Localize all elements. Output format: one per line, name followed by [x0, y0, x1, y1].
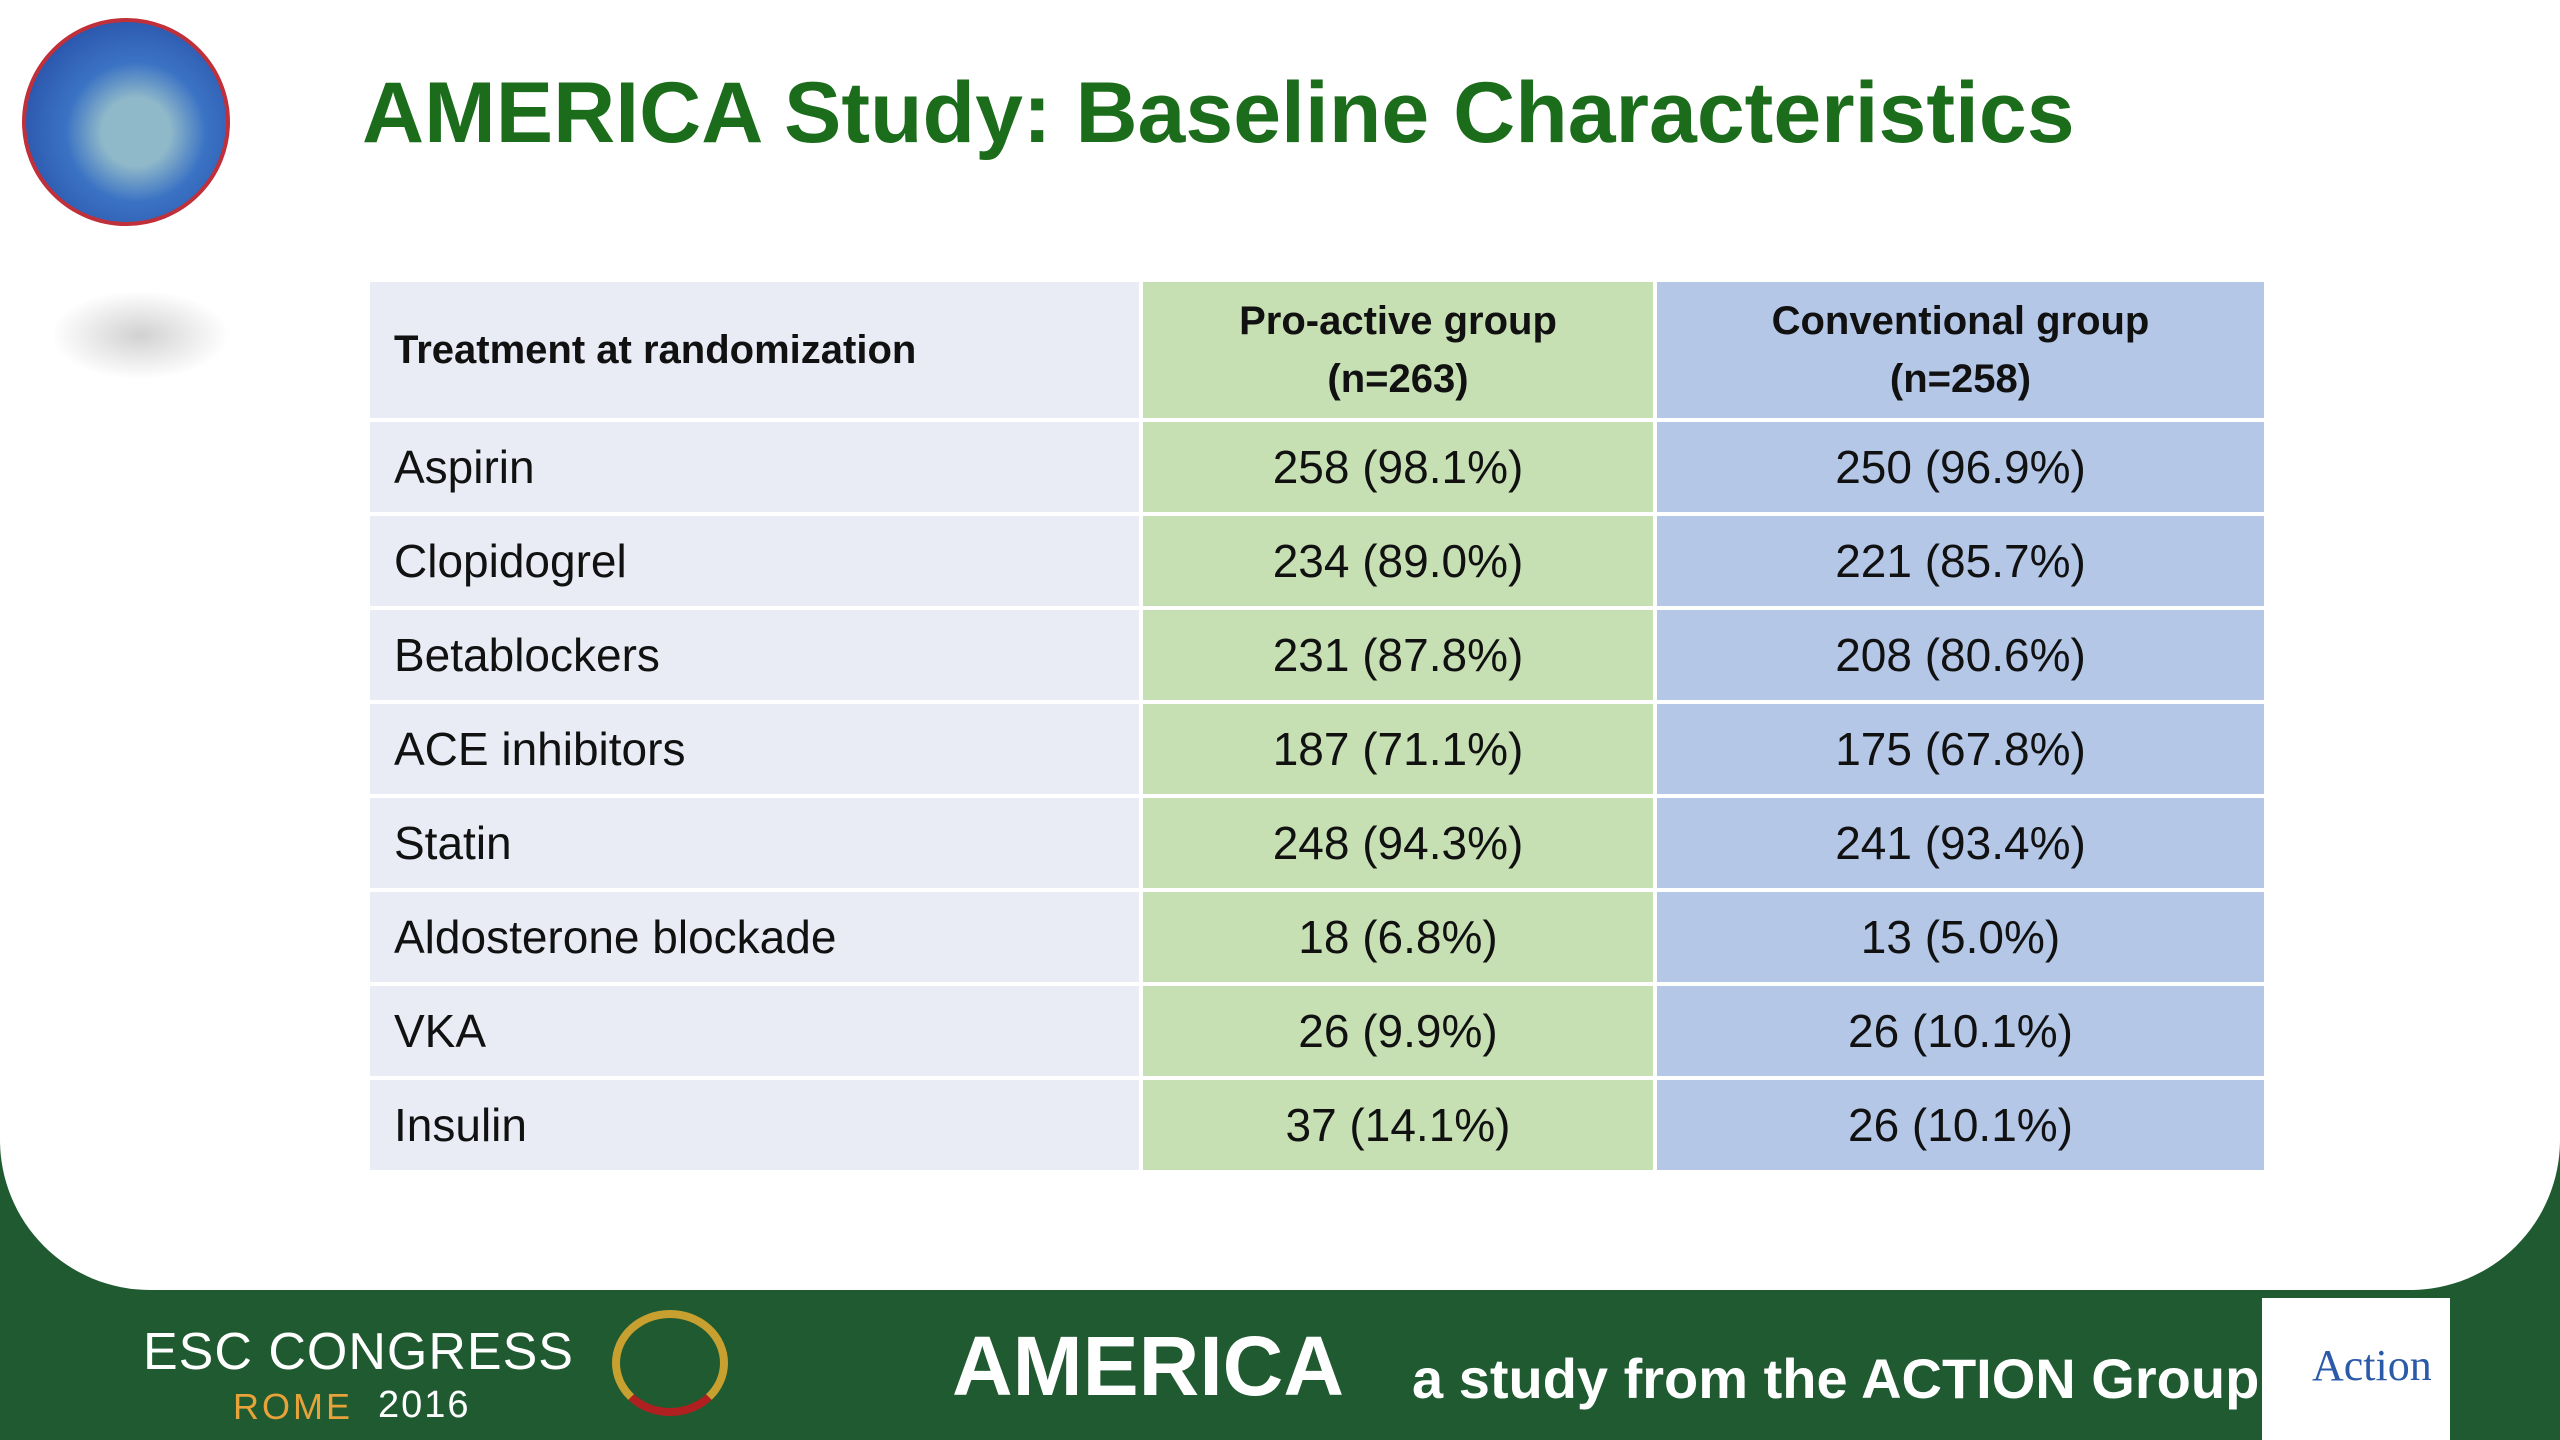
- table-cell: 234 (89.0%): [1143, 516, 1653, 606]
- table-cell: 187 (71.1%): [1143, 704, 1653, 794]
- table-cell: Statin: [370, 798, 1139, 888]
- header-n: (n=263): [1327, 357, 1469, 401]
- header-n: (n=258): [1889, 357, 2032, 401]
- year: 2016: [378, 1384, 471, 1426]
- header-row: Treatment at randomization Pro-active gro…: [370, 282, 2264, 418]
- tagline: a study from the ACTION Group: [1412, 1347, 2260, 1410]
- colosseum-icon: [612, 1310, 728, 1416]
- table-cell: Aspirin: [370, 422, 1139, 512]
- table-row: Insulin 37 (14.1%) 26 (10.1%): [370, 1080, 2264, 1170]
- header-label: Conventional group: [1771, 299, 2150, 343]
- table-cell: 250 (96.9%): [1657, 422, 2264, 512]
- table-cell: 13 (5.0%): [1657, 892, 2264, 982]
- table-cell: ACE inhibitors: [370, 704, 1139, 794]
- statue-logo: [22, 18, 230, 226]
- table-cell: VKA: [370, 986, 1139, 1076]
- table-cell: 248 (94.3%): [1143, 798, 1653, 888]
- table-row: Aspirin 258 (98.1%) 250 (96.9%): [370, 422, 2264, 512]
- table-cell: Clopidogrel: [370, 516, 1139, 606]
- header-cell: Pro-active group (n=263): [1143, 282, 1653, 418]
- table-cell: 18 (6.8%): [1143, 892, 1653, 982]
- table-cell: 175 (67.8%): [1657, 704, 2264, 794]
- table-cell: 26 (10.1%): [1657, 986, 2264, 1076]
- table-cell: 26 (9.9%): [1143, 986, 1653, 1076]
- table-cell: 221 (85.7%): [1657, 516, 2264, 606]
- table-cell: 231 (87.8%): [1143, 610, 1653, 700]
- table-row: Clopidogrel 234 (89.0%) 221 (85.7%): [370, 516, 2264, 606]
- shadow: [50, 290, 230, 380]
- header-label: Pro-active group: [1239, 299, 1557, 343]
- table-row: Aldosterone blockade 18 (6.8%) 13 (5.0%): [370, 892, 2264, 982]
- table-row: VKA 26 (9.9%) 26 (10.1%): [370, 986, 2264, 1076]
- table: Treatment at randomization Pro-active gro…: [366, 278, 2268, 1174]
- table-cell: 241 (93.4%): [1657, 798, 2264, 888]
- table-row: Betablockers 231 (87.8%) 208 (80.6%): [370, 610, 2264, 700]
- table-cell: 26 (10.1%): [1657, 1080, 2264, 1170]
- table-row: ACE inhibitors 187 (71.1%) 175 (67.8%): [370, 704, 2264, 794]
- study-name: AMERICA: [952, 1319, 1344, 1413]
- table-row: Statin 248 (94.3%) 241 (93.4%): [370, 798, 2264, 888]
- city: ROME: [233, 1386, 353, 1427]
- action-logo-text: Action: [2312, 1341, 2432, 1390]
- table-cell: 208 (80.6%): [1657, 610, 2264, 700]
- table-cell: Insulin: [370, 1080, 1139, 1170]
- congress: ESC CONGRESS: [143, 1323, 574, 1381]
- table-cell: 37 (14.1%): [1143, 1080, 1653, 1170]
- title: AMERICA Study: Baseline Characteristics: [362, 65, 2075, 161]
- header-cell: Treatment at randomization: [370, 282, 1139, 418]
- header-cell: Conventional group (n=258): [1657, 282, 2264, 418]
- header-label: Treatment at randomization: [394, 328, 917, 372]
- action-logo: Action: [2262, 1298, 2450, 1440]
- table-cell: Betablockers: [370, 610, 1139, 700]
- table-cell: Aldosterone blockade: [370, 892, 1139, 982]
- table-cell: 258 (98.1%): [1143, 422, 1653, 512]
